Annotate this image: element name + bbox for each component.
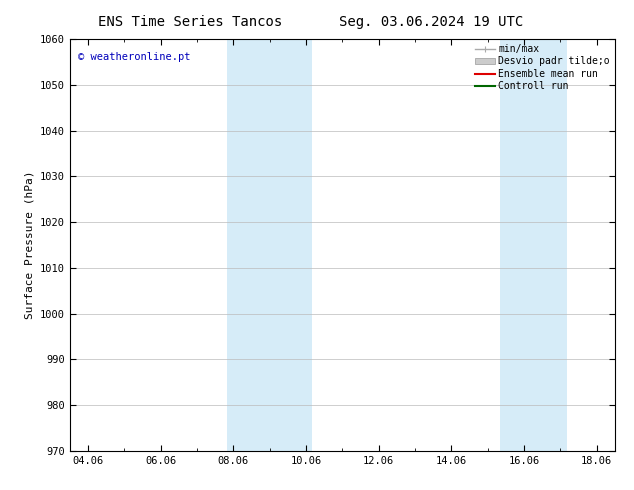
Bar	[524, 39, 567, 451]
Text: ENS Time Series Tancos: ENS Time Series Tancos	[98, 15, 282, 29]
Bar	[227, 39, 252, 451]
Legend: min/max, Desvio padr tilde;o, Ensemble mean run, Controll run: min/max, Desvio padr tilde;o, Ensemble m…	[473, 42, 612, 93]
Bar	[500, 39, 524, 451]
Y-axis label: Surface Pressure (hPa): Surface Pressure (hPa)	[24, 171, 34, 319]
Text: Seg. 03.06.2024 19 UTC: Seg. 03.06.2024 19 UTC	[339, 15, 523, 29]
Text: © weatheronline.pt: © weatheronline.pt	[78, 51, 190, 62]
Bar	[252, 39, 312, 451]
